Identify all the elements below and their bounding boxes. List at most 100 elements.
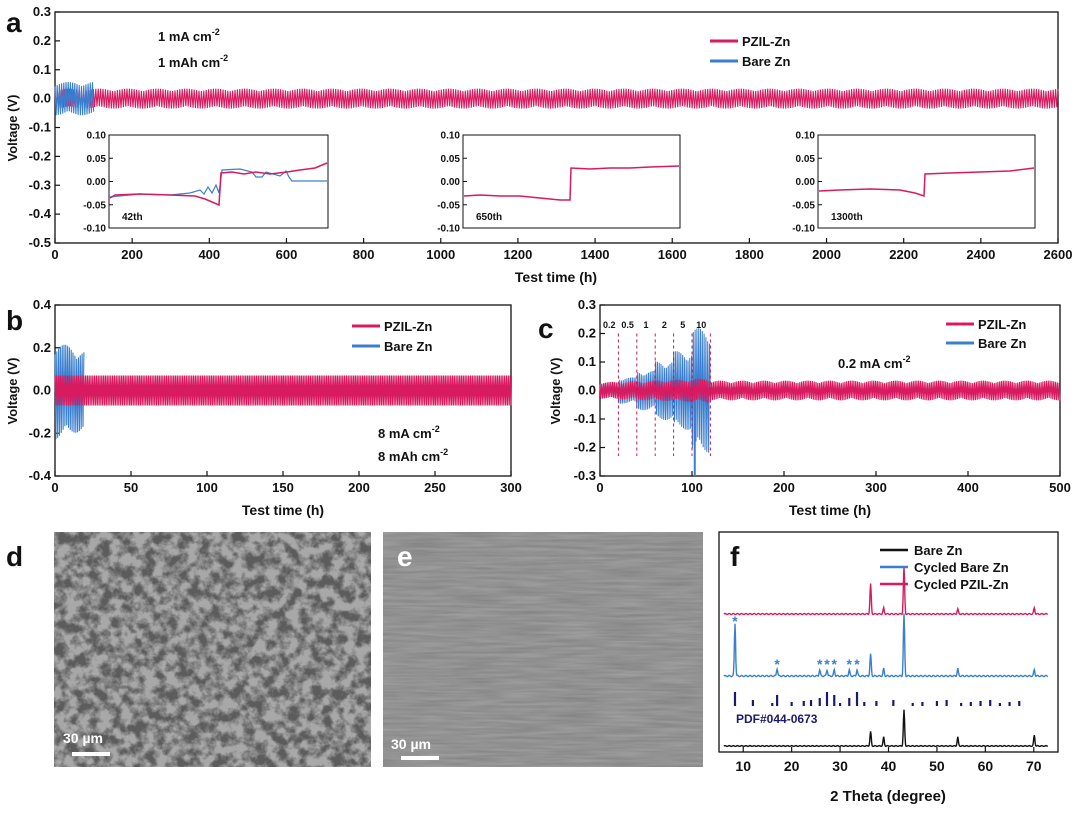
impurity-star: * — [824, 656, 830, 672]
x-tick-label: 1000 — [426, 247, 455, 262]
x-tick-label: 1800 — [735, 247, 764, 262]
y-tick-label: 0.1 — [33, 62, 51, 77]
x-axis-label-c: Test time (h) — [789, 502, 871, 518]
impurity-star: * — [774, 656, 780, 672]
impurity-star: * — [817, 656, 823, 672]
x-tick-label: 300 — [865, 480, 887, 495]
reference-label-f: PDF#044-0673 — [736, 712, 818, 726]
rate-label: 5 — [680, 320, 685, 330]
y-tick-label: -0.1 — [574, 411, 596, 426]
y-tick-label: -0.4 — [29, 206, 52, 221]
panel-label-e: e — [397, 541, 413, 572]
rate-label: 1 — [643, 320, 648, 330]
inset-label: 650th — [476, 212, 502, 223]
y-axis-label-a: Voltage (V) — [5, 95, 20, 162]
x-tick-label: 1200 — [503, 247, 532, 262]
inset-y-tick-label: 0.10 — [796, 131, 816, 142]
y-tick-label: -0.2 — [574, 440, 596, 455]
series-line-pzil-zn — [54, 375, 512, 406]
annotation-capacity-a: 1 mAh cm-2 — [158, 53, 228, 70]
inset-frame — [817, 134, 1036, 229]
x-tick-label: 500 — [1049, 480, 1071, 495]
series-line-bare-zn — [54, 344, 85, 440]
inset-y-tick-label: 0.05 — [796, 154, 816, 165]
series-line-pzil-zn — [599, 378, 1061, 403]
impurity-markers-f: ** * * * * * — [732, 613, 860, 672]
sem-texture-smooth — [383, 532, 703, 767]
x-axis-label-a: Test time (h) — [515, 269, 597, 285]
inset-label: 42th — [122, 212, 143, 223]
inset-y-tick-label: 0.00 — [796, 177, 816, 188]
annotation-current-a: 1 mA cm-2 — [158, 27, 220, 44]
x-tick-label: 0 — [596, 480, 603, 495]
y-axis-label-c: Voltage (V) — [548, 358, 563, 425]
annotation-capacity-b: 8 mAh cm-2 — [378, 447, 448, 464]
scale-bar-label-d: 30 µm — [63, 730, 103, 746]
x-tick-label: 300 — [500, 480, 522, 495]
panel-label-b: b — [6, 305, 23, 336]
inset-ticks: 0.10 0.05 0.00 -0.05 -0.10 — [83, 131, 113, 235]
x-tick-label: 400 — [198, 247, 220, 262]
rate-label: 0.5 — [621, 320, 634, 330]
x-axis-label-f: 2 Theta (degree) — [830, 788, 946, 805]
panel-label-c: c — [538, 313, 554, 344]
xrd-pattern-cycled-bare-zn — [723, 613, 1049, 678]
x-tick-label: 100 — [681, 480, 703, 495]
panel-label-a: a — [6, 7, 22, 38]
rate-label: 10 — [696, 320, 706, 330]
legend-label-bare-c: Bare Zn — [978, 336, 1026, 351]
x-tick-label: 200 — [348, 480, 370, 495]
x-tick-label: 60 — [978, 758, 994, 774]
inset-label: 1300th — [831, 212, 863, 223]
x-tick-label: 250 — [424, 480, 446, 495]
panel-label-f: f — [730, 541, 740, 572]
x-tick-label: 0 — [51, 247, 58, 262]
x-tick-label: 100 — [196, 480, 218, 495]
legend-label-pzil-c: PZIL-Zn — [978, 317, 1026, 332]
y-tick-label: -0.1 — [29, 120, 51, 135]
legend-label-pzil-a: PZIL-Zn — [742, 34, 790, 49]
y-tick-label: 0.3 — [33, 4, 51, 19]
panel-e: e 30 µm — [383, 532, 703, 767]
impurity-star: * — [854, 656, 860, 672]
impurity-star: * — [847, 656, 853, 672]
inset-y-tick-label: -0.05 — [437, 200, 460, 211]
rate-label: 2 — [662, 320, 667, 330]
y-tick-label: 0.0 — [578, 383, 596, 398]
series-group-a — [54, 81, 1059, 116]
xrd-pattern-bare-zn — [723, 709, 1048, 748]
x-tick-label: 0 — [51, 480, 58, 495]
series-line-bare-zn — [54, 81, 95, 116]
y-tick-label: 0.0 — [33, 91, 51, 106]
panel-a: a 0 200 400 600 800 1000 1200 1400 1600 1800 2000 2… — [5, 4, 1072, 285]
rate-label: 0.2 — [603, 320, 616, 330]
x-tick-label: 200 — [773, 480, 795, 495]
y-tick-label: 0.1 — [578, 354, 596, 369]
inset-frame — [108, 134, 329, 229]
panel-label-d: d — [6, 541, 23, 572]
inset-y-tick-label: 0.10 — [441, 131, 461, 142]
x-tick-label: 400 — [957, 480, 979, 495]
x-tick-label: 20 — [784, 758, 800, 774]
inset-y-tick-label: 0.05 — [87, 154, 107, 165]
y-tick-label: 0.2 — [578, 326, 596, 341]
x-axis-label-b: Test time (h) — [242, 502, 324, 518]
panel-c: c 0 100 200 300 400 500 -0.3 -0.2 -0.1 0.0 0.1 0.2 0… — [538, 297, 1071, 518]
x-tick-label: 10 — [735, 758, 751, 774]
x-tick-label: 2600 — [1044, 247, 1073, 262]
y-tick-label: 0.2 — [33, 33, 51, 48]
panel-b: b 0 50 100 150 200 250 300 -0.4 -0.2 0.0 0.2 0.4 Te… — [5, 297, 522, 518]
panel-f: f 10 20 30 40 50 60 70 ** * * * * * PDF#044-0673 2 … — [718, 531, 1059, 805]
inset-y-tick-label: 0.00 — [441, 177, 461, 188]
y-tick-label: 0.0 — [33, 383, 51, 398]
y-tick-label: -0.3 — [29, 177, 51, 192]
y-tick-label: -0.3 — [574, 468, 596, 483]
x-tick-label: 800 — [353, 247, 375, 262]
y-tick-label: -0.5 — [29, 235, 51, 250]
y-tick-label: -0.4 — [29, 468, 52, 483]
y-axis-label-b: Voltage (V) — [5, 358, 20, 425]
scale-bar-label-e: 30 µm — [391, 736, 431, 752]
inset-y-tick-label: -0.10 — [83, 224, 106, 235]
inset-trace-pzil-42th — [109, 162, 328, 207]
